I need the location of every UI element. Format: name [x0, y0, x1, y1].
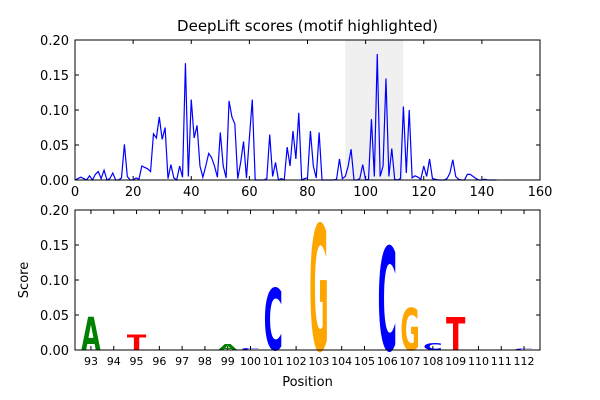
x-tick-label: 96	[152, 355, 166, 368]
x-tick-label: 106	[377, 355, 398, 368]
y-tick-label: 0.10	[40, 274, 69, 289]
x-tick-label: 112	[514, 355, 535, 368]
logo-letter: T	[127, 331, 146, 356]
x-tick-label: 95	[130, 355, 144, 368]
x-tick-label: 100	[353, 185, 378, 200]
logo-letter: G	[400, 297, 419, 364]
x-tick-label: 97	[175, 355, 189, 368]
x-tick-label: 140	[469, 185, 494, 200]
logo-letter: C	[514, 348, 533, 350]
x-tick-label: 104	[331, 355, 352, 368]
x-axis-label: Position	[282, 375, 333, 390]
x-tick-label: 101	[263, 355, 284, 368]
logo-letter-group: C	[423, 341, 442, 352]
x-tick-label: 94	[107, 355, 121, 368]
y-tick-label: 0.05	[40, 139, 69, 154]
logo-letter: C	[264, 272, 283, 371]
x-tick-label: 105	[354, 355, 375, 368]
logo-letter: C	[378, 218, 397, 383]
logo-letter-group: T	[127, 331, 146, 356]
logo-letter: T	[446, 309, 465, 361]
x-tick-label: 99	[221, 355, 235, 368]
x-tick-label: 102	[286, 355, 307, 368]
y-tick-label: 0.20	[40, 204, 69, 219]
y-tick-label: 0.05	[40, 309, 69, 324]
x-tick-label: 109	[445, 355, 466, 368]
logo-letter: C	[423, 341, 442, 352]
y-tick-label: 0.15	[40, 69, 69, 84]
score-line	[74, 53, 497, 182]
axes-frame	[74, 39, 541, 181]
logo-letter: G	[309, 191, 328, 392]
x-tick-label: 100	[240, 355, 261, 368]
logo-letter-group: G	[400, 297, 419, 364]
logo-letter: A	[218, 343, 237, 352]
x-tick-label: 98	[198, 355, 212, 368]
x-tick-label: 80	[299, 185, 316, 200]
axes-frame	[74, 209, 541, 351]
logo-letter-group: C	[241, 347, 260, 350]
y-tick-label: 0.20	[40, 34, 69, 49]
logo-letter-group: A	[81, 309, 100, 361]
x-tick-label: 110	[468, 355, 489, 368]
x-tick-label: 60	[241, 185, 258, 200]
x-tick-label: 40	[183, 185, 200, 200]
logo-letter-group: T	[446, 309, 465, 361]
x-tick-label: 120	[411, 185, 436, 200]
x-tick-label: 107	[400, 355, 421, 368]
logo-letter: A	[81, 309, 100, 361]
x-tick-label: 103	[308, 355, 329, 368]
x-tick-label: 160	[528, 185, 553, 200]
y-axis-label: Score	[17, 262, 32, 298]
x-tick-label: 108	[422, 355, 443, 368]
x-tick-label: 111	[491, 355, 512, 368]
y-tick-label: 0.00	[40, 344, 69, 359]
logo-letter-group: A	[218, 343, 237, 352]
logo-letter-group: C	[264, 272, 283, 371]
logo-letter-group: C	[378, 218, 397, 383]
y-tick-label: 0.10	[40, 104, 69, 119]
logo-letter: C	[241, 347, 260, 350]
x-tick-label: 93	[84, 355, 98, 368]
x-tick-label: 20	[125, 185, 142, 200]
logo-letter-group: C	[514, 348, 533, 350]
x-tick-label: 0	[71, 185, 79, 200]
y-tick-label: 0.15	[40, 239, 69, 254]
chart-title: DeepLift scores (motif highlighted)	[177, 17, 438, 35]
logo-letter-group: G	[309, 191, 328, 392]
y-tick-label: 0.00	[40, 174, 69, 189]
